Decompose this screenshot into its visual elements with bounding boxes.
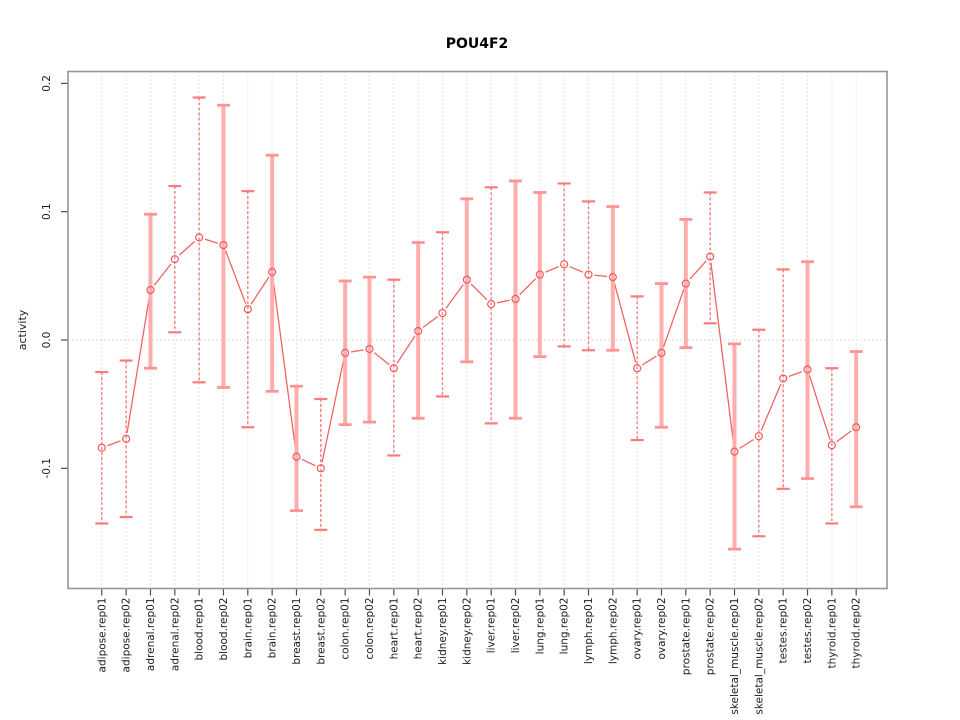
- data-point: [122, 434, 131, 443]
- data-point: [633, 364, 642, 373]
- error-bars: [95, 96, 863, 551]
- x-tick-label: testes.rep01: [778, 598, 790, 664]
- data-point: [535, 270, 544, 279]
- point-halos: [95, 231, 863, 475]
- y-tick-label: 0.0: [41, 332, 53, 349]
- x-tick-label: lung.rep02: [559, 598, 571, 655]
- x-tick-label: colon.rep01: [340, 598, 352, 660]
- data-point: [681, 279, 690, 288]
- point-halo: [168, 253, 181, 266]
- data-point: [462, 275, 471, 284]
- data-point: [803, 365, 812, 374]
- data-point: [584, 270, 593, 279]
- point-halo: [387, 362, 400, 375]
- x-tick-label: brain.rep02: [267, 598, 279, 659]
- data-point: [97, 443, 106, 452]
- data-point: [730, 447, 739, 456]
- data-point: [195, 233, 204, 242]
- x-tick-label: adipose.rep02: [121, 598, 133, 673]
- data-point: [560, 260, 569, 269]
- x-tick-label: adrenal.rep02: [169, 598, 181, 672]
- plot-border: [67, 70, 888, 590]
- x-tick-label: ovary.rep01: [632, 598, 644, 660]
- x-tick-label: liver.rep01: [486, 598, 498, 654]
- x-tick-label: adipose.rep01: [96, 598, 108, 673]
- point-halo: [120, 432, 133, 445]
- data-point: [219, 240, 228, 250]
- data-point: [438, 308, 447, 318]
- data-point: [292, 452, 301, 461]
- x-tick-label: ovary.rep02: [656, 598, 668, 660]
- data-point: [389, 364, 398, 373]
- data-point: [365, 344, 374, 354]
- point-halo: [241, 303, 254, 316]
- y-tick-label: -0.1: [41, 458, 53, 479]
- x-tick-label: prostate.rep01: [680, 598, 692, 676]
- x-tick-label: colon.rep02: [364, 598, 376, 660]
- x-tick-label: testes.rep02: [802, 598, 814, 664]
- data-point: [487, 299, 496, 309]
- x-tick-label: breast.rep02: [315, 598, 327, 665]
- data-point: [316, 464, 325, 473]
- data-point: [170, 255, 179, 264]
- series-polyline: [101, 236, 857, 470]
- point-halo: [704, 250, 717, 263]
- x-tick-label: liver.rep02: [510, 598, 522, 654]
- axis-ticks: [61, 82, 857, 596]
- x-tick-label: lymph.rep01: [583, 598, 595, 665]
- data-point: [341, 348, 350, 357]
- data-point: [779, 374, 788, 383]
- data-point: [511, 294, 520, 304]
- data-points: [97, 233, 861, 473]
- x-tick-label: skeletal_muscle.rep01: [729, 598, 741, 715]
- data-point: [827, 441, 836, 450]
- x-tick-label: blood.rep01: [194, 598, 206, 661]
- data-point: [754, 432, 763, 441]
- chart-title: POU4F2: [446, 36, 509, 52]
- y-axis-title: activity: [16, 309, 29, 350]
- series-line: [101, 236, 857, 470]
- data-point: [608, 273, 617, 282]
- x-tick-label: kidney.rep01: [437, 598, 449, 665]
- point-halo: [193, 231, 206, 244]
- data-point: [706, 252, 715, 261]
- x-tick-label: heart.rep02: [413, 598, 425, 660]
- x-tick-label: blood.rep02: [218, 598, 230, 661]
- x-tick-label: heart.rep01: [388, 598, 400, 660]
- gridlines: [68, 71, 887, 589]
- x-tick-label: thyroid.rep01: [826, 598, 838, 669]
- data-point: [657, 348, 666, 357]
- y-tick-labels: 0.2 0.1 0.0 -0.1: [41, 75, 53, 479]
- x-tick-labels: adipose.rep01 adipose.rep02 adrenal.rep01 a…: [96, 598, 862, 715]
- point-halo: [777, 372, 790, 385]
- y-tick-label: 0.1: [41, 203, 53, 220]
- x-tick-label: lung.rep01: [534, 598, 546, 655]
- x-tick-label: breast.rep01: [291, 598, 303, 665]
- x-tick-label: adrenal.rep01: [145, 598, 157, 672]
- point-halo: [582, 268, 595, 281]
- x-tick-label: lymph.rep02: [607, 598, 619, 665]
- data-point: [268, 267, 277, 277]
- point-halo: [314, 462, 327, 475]
- data-point: [852, 423, 861, 432]
- x-tick-label: brain.rep01: [242, 598, 254, 659]
- data-point: [243, 305, 252, 314]
- x-tick-label: skeletal_muscle.rep02: [753, 598, 765, 715]
- x-tick-label: kidney.rep02: [461, 598, 473, 665]
- x-tick-label: thyroid.rep02: [851, 598, 863, 669]
- x-tick-label: prostate.rep02: [705, 598, 717, 676]
- y-tick-label: 0.2: [41, 75, 53, 92]
- data-point: [146, 285, 155, 295]
- data-point: [414, 326, 423, 336]
